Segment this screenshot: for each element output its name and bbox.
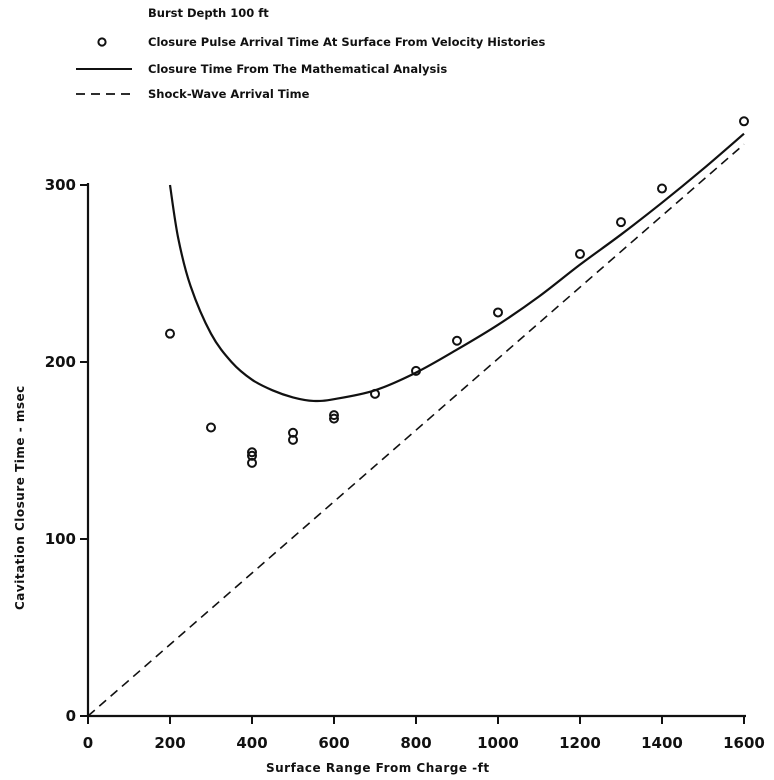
data-point [165,328,175,339]
x-tick-label: 1400 [641,734,683,752]
x-axis-title: Surface Range From Charge -ft [266,761,490,775]
data-point [247,447,257,458]
data-point [329,410,339,421]
legend: Burst Depth 100 ft Closure Pulse Arrival… [76,6,545,101]
plot-area [87,116,749,717]
data-point [493,307,503,318]
data-point [206,422,216,433]
x-tick-label: 200 [154,734,185,752]
y-tick-label: 200 [45,353,76,371]
x-tick-label: 1000 [477,734,519,752]
data-point [247,457,257,468]
y-tick-label: 100 [45,530,76,548]
closure-time-curve [168,132,745,403]
data-point [616,217,626,228]
y-tick-label: 300 [45,176,76,194]
legend-circle-marker [97,37,107,47]
y-tick-label: 0 [66,707,76,725]
legend-header: Burst Depth 100 ft [148,6,269,20]
x-tick-label: 600 [318,734,349,752]
data-point [657,183,667,194]
x-tick-label: 800 [400,734,431,752]
observed-points [165,116,749,468]
data-point [329,413,339,424]
x-tick-label: 1200 [559,734,601,752]
y-axis-title: Cavitation Closure Time - msec [13,385,27,610]
legend-label-shock: Shock-Wave Arrival Time [148,87,310,101]
legend-label-analysis: Closure Time From The Mathematical Analy… [148,62,447,76]
data-point [575,249,585,260]
x-tick-label: 0 [83,734,93,752]
x-ticks: 0 200 400 600 800 1000 1200 1400 1600 [83,716,765,752]
data-point [288,434,298,445]
x-tick-label: 400 [236,734,267,752]
data-point [452,335,462,346]
data-point [739,116,749,127]
y-ticks: 0 100 200 300 [45,176,88,725]
shock-wave-line [87,143,745,717]
legend-label-observed: Closure Pulse Arrival Time At Surface Fr… [148,35,545,49]
x-tick-label: 1600 [723,734,765,752]
axes: 0 200 400 600 800 1000 1200 1400 1600 0 100 200 300 [45,176,765,752]
